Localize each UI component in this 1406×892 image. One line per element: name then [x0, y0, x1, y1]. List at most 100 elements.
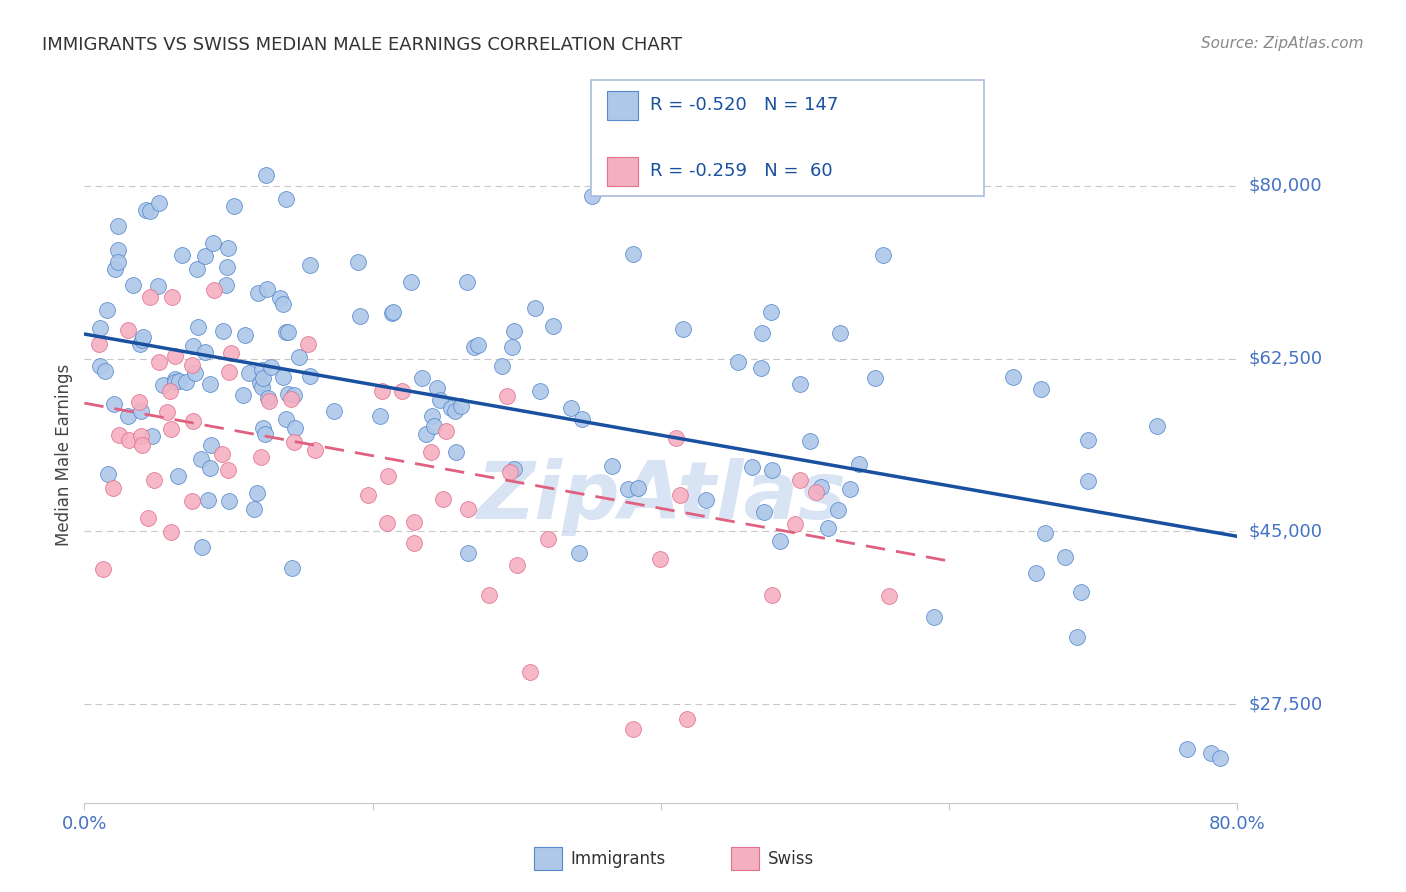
Point: [695, 493, 717, 508]
Point: [97, 467, 120, 482]
Point: [246, 485, 269, 500]
Point: [381, 304, 404, 318]
Point: [501, 340, 523, 354]
Text: IMMIGRANTS VS SWISS MEDIAN MALE EARNINGS CORRELATION CHART: IMMIGRANTS VS SWISS MEDIAN MALE EARNINGS…: [42, 36, 682, 54]
Point: [181, 414, 204, 428]
Point: [783, 517, 806, 532]
Y-axis label: Median Male Earnings: Median Male Earnings: [55, 364, 73, 546]
Point: [269, 291, 291, 305]
Point: [247, 286, 270, 301]
Point: [1077, 433, 1099, 447]
Point: [423, 419, 446, 434]
Point: [254, 168, 277, 182]
Point: [96, 303, 118, 318]
Point: [221, 346, 243, 360]
Point: [560, 401, 582, 415]
Point: [322, 404, 344, 418]
Point: [139, 290, 162, 304]
Point: [491, 359, 513, 373]
Point: [621, 722, 644, 736]
Point: [233, 327, 256, 342]
Point: [617, 482, 640, 496]
Point: [280, 561, 302, 575]
Text: Swiss: Swiss: [768, 849, 814, 868]
Point: [214, 277, 236, 292]
Point: [128, 394, 150, 409]
Point: [817, 521, 839, 535]
Point: [218, 365, 240, 379]
Point: [167, 374, 190, 388]
Point: [218, 494, 240, 508]
Point: [287, 350, 309, 364]
Point: [202, 283, 225, 297]
Point: [420, 445, 443, 459]
Text: $45,000: $45,000: [1249, 523, 1323, 541]
Point: [568, 546, 591, 560]
Point: [349, 309, 371, 323]
Point: [200, 438, 222, 452]
Point: [496, 389, 519, 403]
Point: [250, 380, 273, 394]
Point: [420, 409, 443, 423]
Point: [761, 588, 783, 602]
Point: [402, 515, 425, 529]
Point: [181, 358, 204, 372]
Point: [89, 321, 111, 335]
Point: [250, 450, 273, 464]
Point: [190, 452, 212, 467]
Point: [789, 377, 811, 392]
Point: [198, 376, 221, 391]
Point: [298, 259, 321, 273]
Point: [467, 337, 489, 351]
Point: [108, 428, 131, 442]
Point: [146, 279, 169, 293]
Point: [283, 435, 305, 450]
Point: [143, 473, 166, 487]
Point: [252, 370, 274, 384]
Point: [159, 422, 181, 436]
Point: [761, 463, 783, 477]
Point: [499, 465, 522, 479]
Point: [444, 403, 467, 417]
Point: [194, 345, 217, 359]
Point: [257, 393, 280, 408]
Point: [271, 297, 294, 311]
Point: [375, 516, 398, 531]
Point: [159, 384, 181, 399]
Point: [789, 473, 811, 487]
Text: Source: ZipAtlas.com: Source: ZipAtlas.com: [1201, 36, 1364, 51]
Point: [103, 397, 125, 411]
Point: [877, 590, 900, 604]
Point: [1209, 751, 1232, 765]
Point: [104, 262, 127, 277]
Point: [132, 330, 155, 344]
Point: [1066, 630, 1088, 644]
Point: [107, 219, 129, 233]
Point: [648, 552, 671, 566]
Text: Immigrants: Immigrants: [571, 849, 666, 868]
Point: [432, 491, 454, 506]
Point: [283, 387, 305, 401]
Point: [217, 463, 239, 477]
Point: [131, 438, 153, 452]
Point: [357, 488, 380, 502]
Point: [863, 370, 886, 384]
Point: [1033, 525, 1056, 540]
Point: [215, 260, 238, 274]
Text: R = -0.259   N =  60: R = -0.259 N = 60: [650, 162, 832, 180]
Point: [181, 494, 204, 508]
Text: R = -0.520   N = 147: R = -0.520 N = 147: [650, 96, 838, 114]
Point: [1053, 550, 1076, 565]
Point: [478, 588, 501, 602]
Point: [502, 462, 524, 476]
Point: [727, 355, 749, 369]
Point: [754, 505, 776, 519]
Point: [1070, 585, 1092, 599]
Point: [280, 392, 302, 406]
Point: [600, 459, 623, 474]
Point: [463, 340, 485, 354]
Point: [581, 189, 603, 203]
Point: [276, 192, 298, 206]
Point: [121, 278, 143, 293]
Point: [273, 370, 295, 384]
